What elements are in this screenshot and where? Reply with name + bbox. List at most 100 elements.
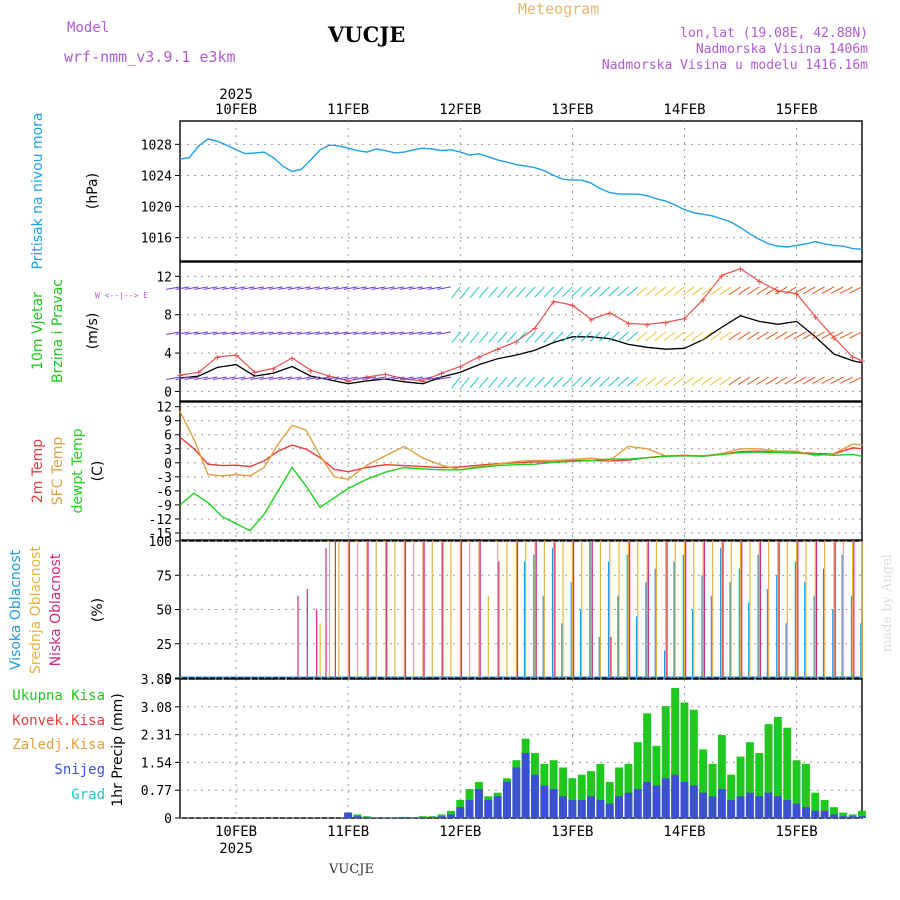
y-tick-label: 9	[164, 415, 172, 430]
wind-arrow	[626, 376, 639, 387]
precip-bar	[633, 789, 642, 818]
x-tick-label-bottom: 15FEB	[776, 824, 818, 840]
precip-bar	[839, 812, 848, 818]
wind-arrow	[645, 286, 657, 297]
y-tick-label: -9	[156, 499, 172, 514]
wind-arrow	[682, 331, 695, 341]
precip-bar	[475, 789, 483, 818]
wind-arrow	[212, 331, 227, 335]
wind-arrow	[287, 331, 302, 335]
wind-arrow	[552, 331, 564, 343]
model-label: Model	[67, 20, 110, 36]
x-tick-label-top: 14FEB	[663, 102, 705, 118]
precip-bar	[680, 702, 689, 818]
precip-bar	[643, 713, 652, 818]
temp-unit: (C)	[90, 461, 106, 482]
x-tick-label-bottom: 10FEB	[215, 824, 257, 840]
precip-bar	[447, 814, 455, 818]
wind-gust-marker: +	[606, 307, 613, 320]
wind-arrow	[184, 376, 199, 380]
precip-bar	[615, 796, 623, 818]
y-tick-label: 3	[164, 443, 172, 458]
wind-arrow	[427, 376, 442, 380]
y-tick-label: 1016	[141, 232, 172, 247]
precip-bar	[652, 785, 661, 818]
precip-bar	[764, 792, 773, 818]
wind-arrow	[212, 286, 227, 290]
x-tick-label-bottom: 11FEB	[327, 824, 369, 840]
wind-arrow	[222, 331, 237, 335]
wind-gust-marker: +	[233, 349, 240, 362]
precip-bar	[428, 816, 437, 818]
wind-gust-marker: +	[775, 285, 782, 298]
precip-bar	[689, 709, 698, 818]
wind-arrow	[663, 376, 676, 387]
y-tick-label: 0	[164, 457, 172, 472]
wind-arrow	[691, 286, 704, 296]
wind-arrow	[343, 331, 358, 335]
wind-arrow	[562, 376, 573, 388]
wind-arrow	[478, 331, 489, 344]
wind-arrow	[654, 286, 667, 297]
wind-arrow	[334, 286, 349, 290]
wind-arrow	[737, 331, 751, 341]
wind-arrow	[418, 376, 433, 380]
altitude-text: Nadmorska Visina 1406m	[695, 42, 868, 57]
precip-bar	[736, 796, 745, 818]
meteogram-label: Meteogram	[518, 0, 600, 18]
wind-gust-marker: +	[382, 368, 389, 381]
wind-arrow	[437, 376, 452, 380]
model-name: wrf-nmm_v3.9.1 e3km	[64, 48, 236, 66]
precip-bar	[802, 807, 810, 818]
pressure-axis-title: Pritisak na nivou mora	[30, 112, 46, 269]
wind-arrow	[399, 331, 414, 335]
precip-bar	[559, 796, 567, 818]
precip-bar	[633, 742, 642, 818]
wind-arrow	[821, 376, 835, 385]
wind-axis-title-2: Brzina i Pravac	[50, 279, 66, 383]
wind-arrow	[194, 286, 209, 290]
wind-arrow	[353, 376, 367, 380]
wind-gust-marker: +	[681, 313, 688, 326]
wind-arrow	[371, 331, 386, 335]
wind-arrow	[194, 376, 209, 380]
wind-arrow	[287, 286, 302, 290]
mid-cloud-axis-title: Srednja Oblacnost	[28, 546, 44, 674]
precip-bar	[456, 807, 465, 818]
wind-arrow	[175, 286, 190, 290]
wind-gust-marker: +	[756, 275, 763, 288]
wind-arrow	[451, 331, 461, 344]
precip-bar	[727, 799, 736, 818]
precip-bar	[605, 781, 614, 818]
wind-arrow	[315, 376, 330, 380]
wind-arrow	[515, 331, 527, 343]
y-tick-label: 8	[164, 309, 172, 324]
wind-arrow	[166, 331, 181, 335]
wind-arrow	[793, 331, 807, 340]
precip-bar	[624, 763, 633, 818]
precip-bar	[708, 763, 717, 818]
wind-arrow	[390, 286, 405, 290]
wind-arrow	[184, 331, 199, 335]
wind-speed-line	[179, 314, 863, 385]
wind-arrow	[580, 376, 592, 388]
wind-arrow	[784, 376, 797, 385]
wind-arrow	[654, 376, 667, 387]
wind-gust-marker: +	[859, 355, 866, 368]
wind-arrow	[645, 331, 657, 342]
precip-bar	[512, 767, 521, 818]
precip-bar	[549, 789, 558, 818]
precip-bar	[559, 767, 567, 818]
wind-arrow	[324, 376, 339, 380]
wind-arrow	[371, 286, 386, 290]
y-tick-label: 3.08	[141, 701, 172, 716]
precip-bar	[465, 799, 474, 818]
wind-gust-marker: +	[569, 299, 576, 312]
wind-arrow	[240, 286, 255, 290]
wind-arrow	[839, 331, 853, 339]
wind-arrow	[839, 376, 853, 384]
precip-bar	[615, 767, 623, 818]
wind-arrow	[315, 286, 330, 290]
year-label-top: 2025	[219, 87, 253, 103]
wind-arrow	[821, 331, 835, 340]
